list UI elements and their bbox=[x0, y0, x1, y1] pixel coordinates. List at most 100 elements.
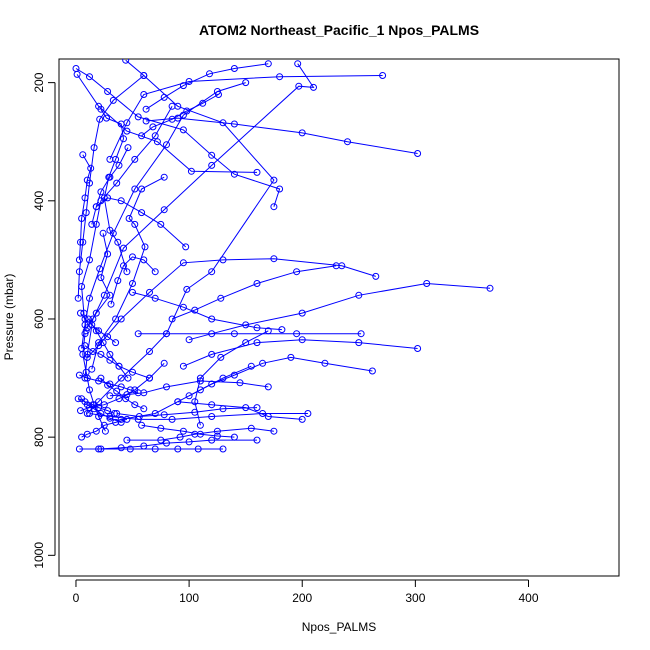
data-point bbox=[357, 330, 365, 338]
data-point bbox=[97, 445, 105, 453]
data-point bbox=[208, 350, 216, 358]
data-point bbox=[253, 324, 261, 332]
data-point bbox=[82, 368, 90, 376]
data-point bbox=[129, 288, 136, 296]
x-tick-label: 400 bbox=[518, 591, 538, 605]
y-tick-label: 400 bbox=[32, 190, 46, 210]
data-point bbox=[140, 72, 148, 79]
profile-line bbox=[81, 106, 173, 331]
data-point bbox=[183, 285, 191, 293]
data-point bbox=[109, 96, 117, 104]
data-point bbox=[253, 168, 261, 176]
data-point bbox=[179, 126, 187, 134]
profile-line bbox=[84, 345, 150, 379]
profile-line bbox=[188, 356, 373, 397]
profile-line bbox=[121, 365, 252, 420]
data-point bbox=[123, 415, 131, 423]
profile-line bbox=[75, 68, 281, 207]
data-point bbox=[86, 386, 93, 394]
data-point bbox=[129, 280, 136, 287]
data-point bbox=[86, 294, 93, 302]
data-point bbox=[179, 303, 187, 311]
data-point bbox=[106, 173, 114, 181]
data-point bbox=[179, 362, 187, 370]
data-point bbox=[160, 359, 168, 367]
data-point bbox=[123, 127, 131, 135]
data-point bbox=[208, 380, 216, 388]
data-point bbox=[82, 209, 90, 217]
data-point bbox=[78, 433, 86, 441]
data-point bbox=[298, 129, 306, 137]
data-point bbox=[264, 383, 272, 391]
profile-line bbox=[82, 333, 106, 432]
data-point bbox=[253, 339, 261, 347]
profile-line bbox=[95, 197, 187, 248]
data-point bbox=[115, 395, 123, 403]
data-point bbox=[99, 229, 107, 237]
y-axis: 200 400 600 800 1000 bbox=[32, 72, 56, 569]
data-point bbox=[174, 445, 182, 453]
y-axis-label: Pressure (mbar) bbox=[2, 274, 16, 361]
profile-line bbox=[76, 74, 258, 173]
data-point bbox=[344, 138, 351, 146]
data-point bbox=[217, 294, 225, 302]
data-point bbox=[74, 395, 82, 403]
data-point bbox=[141, 243, 149, 251]
data-point bbox=[73, 70, 81, 78]
data-point bbox=[97, 350, 105, 358]
profile-line bbox=[116, 407, 258, 418]
data-point bbox=[208, 413, 216, 420]
data-point bbox=[113, 410, 121, 417]
profile-line bbox=[86, 75, 275, 414]
data-point bbox=[213, 432, 221, 440]
data-point bbox=[230, 330, 238, 338]
data-point bbox=[83, 324, 91, 332]
data-point bbox=[112, 339, 120, 347]
data-point bbox=[134, 113, 142, 121]
data-point bbox=[75, 256, 83, 264]
data-point bbox=[78, 215, 86, 222]
data-point bbox=[78, 395, 86, 403]
data-point bbox=[242, 339, 250, 347]
data-point bbox=[123, 391, 131, 399]
data-point bbox=[113, 387, 121, 395]
data-point bbox=[185, 336, 193, 344]
profile-line bbox=[100, 377, 145, 410]
data-point bbox=[168, 415, 176, 423]
data-point bbox=[106, 414, 114, 422]
profile-line bbox=[183, 339, 418, 367]
data-point bbox=[298, 415, 306, 423]
profile-line bbox=[81, 398, 122, 423]
data-point bbox=[120, 262, 127, 270]
data-point bbox=[160, 93, 168, 101]
data-point bbox=[129, 253, 136, 261]
data-point bbox=[104, 194, 112, 202]
data-point bbox=[182, 243, 190, 251]
data-point bbox=[321, 359, 329, 367]
data-point bbox=[113, 179, 121, 187]
data-point bbox=[107, 300, 115, 308]
data-point bbox=[194, 445, 202, 453]
data-point bbox=[104, 381, 112, 389]
data-point bbox=[379, 72, 387, 79]
data-point bbox=[106, 392, 114, 400]
data-point bbox=[355, 339, 363, 347]
data-point bbox=[120, 135, 127, 143]
data-point bbox=[174, 398, 182, 406]
data-point bbox=[138, 185, 146, 193]
data-point bbox=[86, 73, 93, 81]
data-point bbox=[163, 383, 170, 391]
data-point bbox=[157, 436, 165, 444]
data-point bbox=[230, 433, 238, 441]
data-point bbox=[151, 410, 159, 417]
data-point bbox=[179, 82, 187, 90]
data-point bbox=[423, 280, 431, 287]
x-tick-label: 200 bbox=[292, 591, 312, 605]
data-point bbox=[196, 430, 204, 438]
data-point bbox=[264, 60, 272, 68]
data-point bbox=[208, 161, 216, 169]
data-point bbox=[86, 256, 93, 264]
data-point bbox=[168, 115, 176, 123]
data-point bbox=[146, 374, 153, 382]
data-point bbox=[123, 436, 131, 444]
